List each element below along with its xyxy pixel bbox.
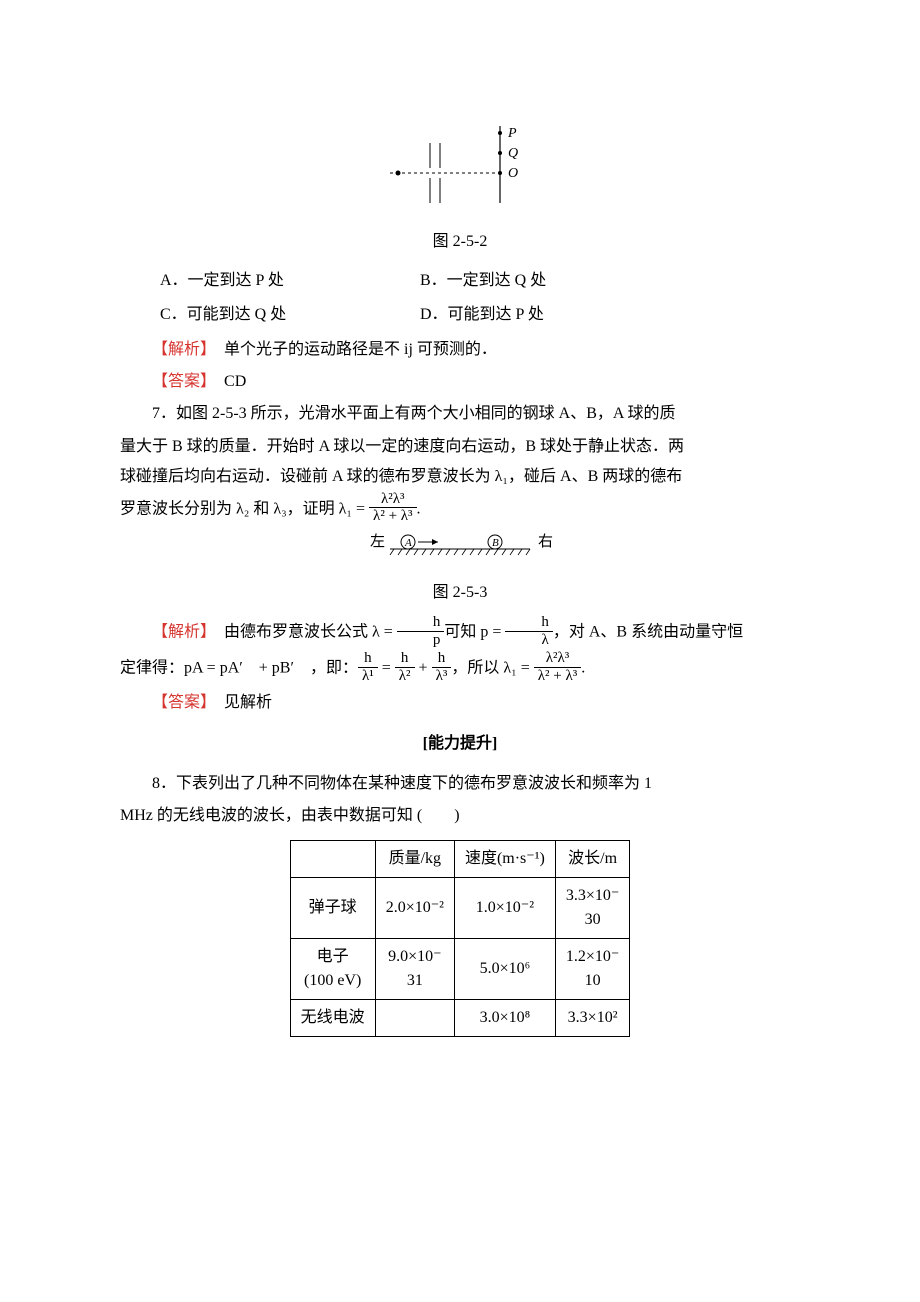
analysis-text: 单个光子的运动路径是不 ij 可预测的． — [208, 341, 497, 358]
fraction-den: λ² + λ³ — [369, 508, 417, 525]
wl-bot: 10 — [585, 972, 601, 989]
option-d: D．可能到达 P 处 — [420, 300, 544, 330]
text: ，所以 λ₁ = — [451, 660, 533, 677]
q6-analysis: 【解析】 单个光子的运动路径是不 ij 可预测的． — [120, 335, 800, 365]
figure-2-5-3: 左 A B 右 — [120, 529, 800, 570]
frac6: λ²λ³λ² + λ³ — [534, 650, 582, 684]
q6-options-row-2: C．可能到达 Q 处 D．可能到达 P 处 — [120, 300, 800, 330]
num: h — [505, 614, 553, 632]
fraction-num: λ²λ³ — [369, 491, 417, 509]
option-b: B．一定到达 Q 处 — [420, 266, 546, 296]
section-header: [能力提升] — [120, 729, 800, 759]
answer-text: 见解析 — [208, 694, 272, 711]
text: 定律得：pA = pA′ + pB′ ，即： — [120, 660, 358, 677]
q8-table: 质量/kg 速度(m·s⁻¹) 波长/m 弹子球 2.0×10⁻² 1.0×10… — [290, 840, 631, 1037]
point-q-label: Q — [508, 146, 518, 161]
cell-speed: 3.0×10⁸ — [454, 999, 555, 1036]
option-c: C．可能到达 Q 处 — [160, 300, 420, 330]
point-p-label: P — [507, 126, 517, 141]
right-label: 右 — [538, 533, 553, 550]
num: λ²λ³ — [534, 650, 582, 668]
text: ，对 A、B 系统由动量守恒 — [553, 624, 743, 641]
den: p — [397, 632, 445, 649]
period: . — [581, 660, 585, 677]
answer-label: 【答案】 — [152, 694, 208, 711]
q8-stem-2: MHz 的无线电波的波长，由表中数据可知 ( ) — [120, 801, 800, 831]
figure-2-5-2: P Q O — [120, 118, 800, 219]
th-mass: 质量/kg — [375, 840, 454, 877]
q7-analysis-line1: 【解析】 由德布罗意波长公式 λ = hp可知 p = hλ，对 A、B 系统由… — [120, 616, 800, 650]
left-label: 左 — [370, 533, 385, 550]
mass-top: 9.0×10⁻ — [388, 948, 441, 965]
frac-h-lambda: hλ — [505, 614, 553, 648]
table-row: 电子 (100 eV) 9.0×10⁻ 31 5.0×10⁶ 1.2×10⁻ 1… — [290, 938, 630, 999]
th-wavelength: 波长/m — [555, 840, 629, 877]
q7-stem-2: 量大于 B 球的质量．开始时 A 球以一定的速度向右运动，B 球处于静止状态．两 — [120, 432, 800, 462]
text: 由德布罗意波长公式 λ = — [208, 624, 397, 641]
wl-top: 1.2×10⁻ — [566, 948, 619, 965]
cell-mass: 9.0×10⁻ 31 — [375, 938, 454, 999]
collision-diagram: 左 A B 右 — [350, 529, 570, 559]
cell-mass — [375, 999, 454, 1036]
cell-speed: 1.0×10⁻² — [454, 877, 555, 938]
page: P Q O 图 2-5-2 A．一定到达 P 处 B．一定到达 Q 处 C．可能… — [0, 0, 920, 1125]
cell-speed: 5.0×10⁶ — [454, 938, 555, 999]
den: λ¹ — [358, 668, 378, 685]
q7-stem-4-pre: 罗意波长分别为 λ₂ 和 λ₃，证明 λ₁ = — [120, 500, 365, 517]
eq: = — [378, 660, 395, 677]
th-speed: 速度(m·s⁻¹) — [454, 840, 555, 877]
num: h — [358, 650, 378, 668]
den: λ³ — [432, 668, 452, 685]
analysis-label: 【解析】 — [152, 341, 208, 358]
ball-a: A — [404, 537, 412, 549]
table-header-row: 质量/kg 速度(m·s⁻¹) 波长/m — [290, 840, 630, 877]
q7-stem-4: 罗意波长分别为 λ₂ 和 λ₃，证明 λ₁ = λ²λ³ λ² + λ³ . — [120, 493, 800, 527]
frac3: hλ¹ — [358, 650, 378, 684]
q8-stem-1: 8．下表列出了几种不同物体在某种速度下的德布罗意波波长和频率为 1 — [120, 769, 800, 799]
period: . — [417, 500, 421, 517]
q7-analysis-line2: 定律得：pA = pA′ + pB′ ，即：hλ¹ = hλ² + hλ³，所以… — [120, 652, 800, 686]
cell-wavelength: 3.3×10² — [555, 999, 629, 1036]
cell-name: 弹子球 — [290, 877, 375, 938]
cell-wavelength: 1.2×10⁻ 10 — [555, 938, 629, 999]
q6-answer: 【答案】 CD — [120, 367, 800, 397]
frac4: hλ² — [395, 650, 415, 684]
figure-2-5-2-caption: 图 2-5-2 — [120, 227, 800, 257]
answer-text: CD — [208, 373, 246, 390]
num: h — [432, 650, 452, 668]
wl-top: 3.3×10⁻ — [566, 887, 619, 904]
table-row: 无线电波 3.0×10⁸ 3.3×10² — [290, 999, 630, 1036]
ball-b: B — [492, 537, 499, 549]
th-blank — [290, 840, 375, 877]
wl-bot: 30 — [585, 911, 601, 928]
den: λ² + λ³ — [534, 668, 582, 685]
figure-2-5-3-caption: 图 2-5-3 — [120, 578, 800, 608]
q7-stem-3: 球碰撞后均向右运动．设碰前 A 球的德布罗意波长为 λ₁，碰后 A、B 两球的德… — [120, 462, 800, 492]
diffraction-diagram: P Q O — [380, 118, 540, 208]
den: λ — [505, 632, 553, 649]
option-a: A．一定到达 P 处 — [160, 266, 420, 296]
table-row: 弹子球 2.0×10⁻² 1.0×10⁻² 3.3×10⁻ 30 — [290, 877, 630, 938]
name-top: 电子 — [317, 948, 349, 965]
plus: + — [415, 660, 432, 677]
cell-wavelength: 3.3×10⁻ 30 — [555, 877, 629, 938]
q7-main-fraction: λ²λ³ λ² + λ³ — [369, 491, 417, 525]
frac5: hλ³ — [432, 650, 452, 684]
den: λ² — [395, 668, 415, 685]
mass-bot: 31 — [407, 972, 423, 989]
cell-name: 电子 (100 eV) — [290, 938, 375, 999]
num: h — [397, 614, 445, 632]
answer-label: 【答案】 — [152, 373, 208, 390]
text: 可知 p = — [444, 624, 505, 641]
point-o-label: O — [508, 166, 518, 181]
q6-options-row-1: A．一定到达 P 处 B．一定到达 Q 处 — [120, 266, 800, 296]
name-bot: (100 eV) — [304, 972, 361, 989]
analysis-label: 【解析】 — [152, 624, 208, 641]
frac-h-p: hp — [397, 614, 445, 648]
q7-stem-1: 7．如图 2-5-3 所示，光滑水平面上有两个大小相同的钢球 A、B，A 球的质 — [120, 399, 800, 429]
cell-name: 无线电波 — [290, 999, 375, 1036]
cell-mass: 2.0×10⁻² — [375, 877, 454, 938]
q7-answer: 【答案】 见解析 — [120, 688, 800, 718]
num: h — [395, 650, 415, 668]
